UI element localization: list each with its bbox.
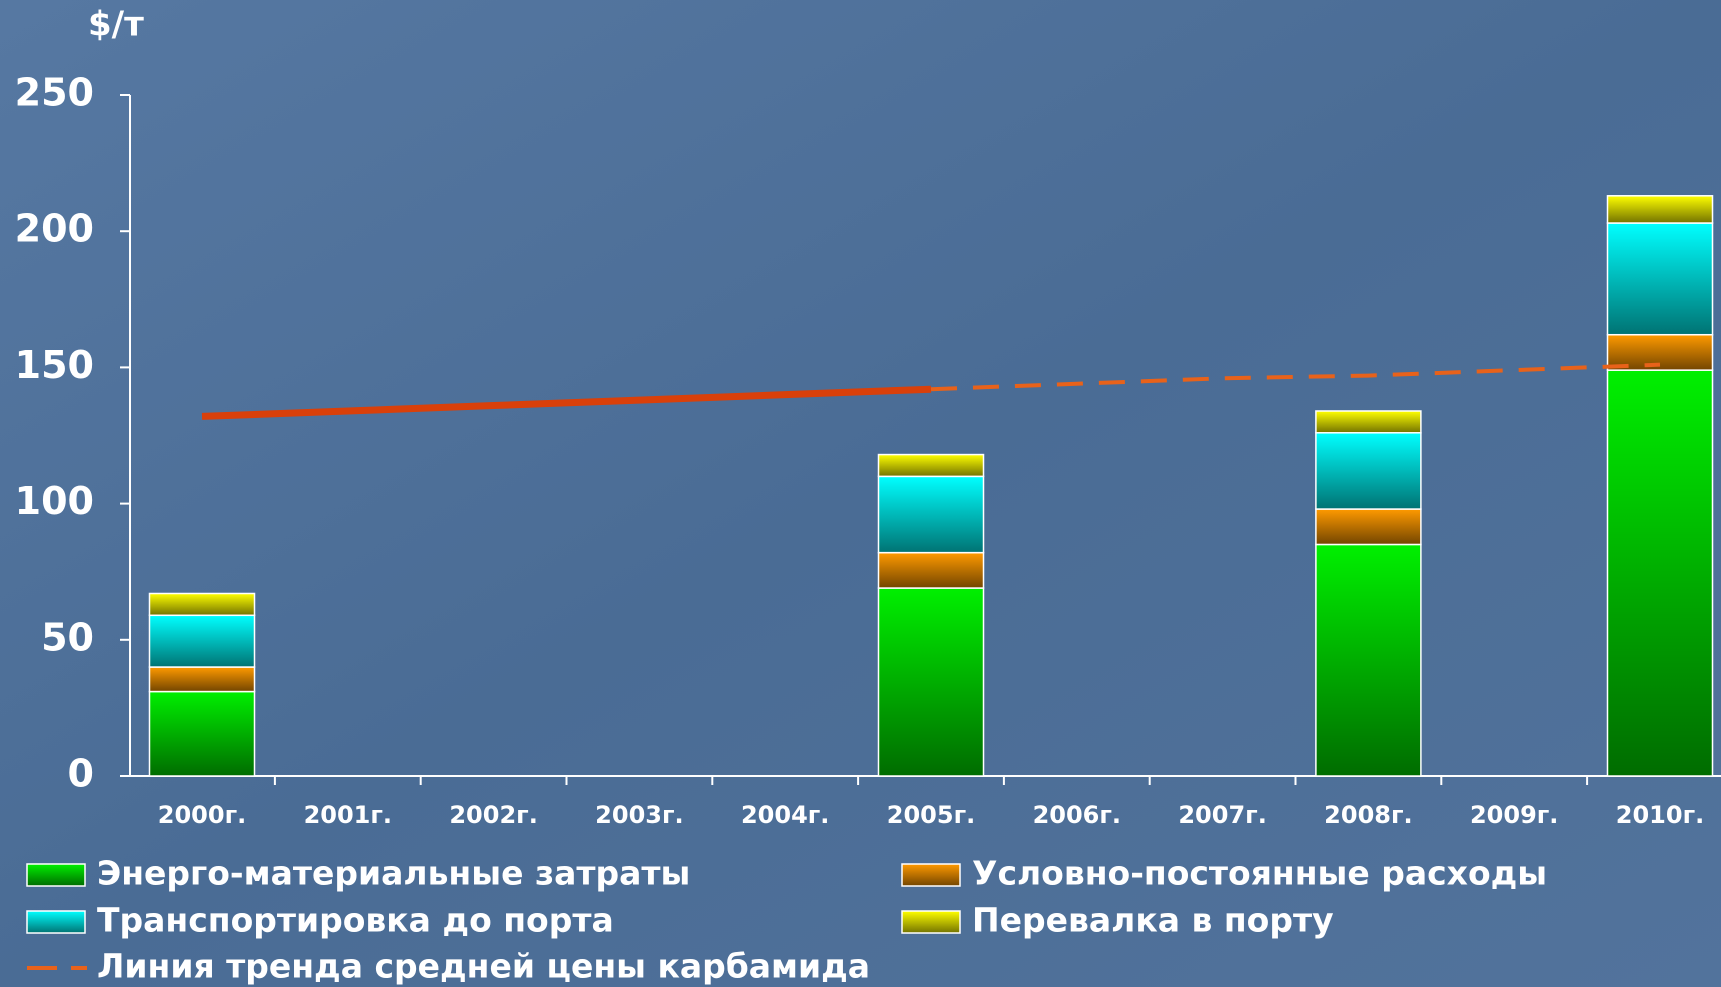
bar-segment <box>1606 369 1714 777</box>
y-tick-label: 250 <box>15 71 94 115</box>
x-tick-label: 2003г. <box>595 801 683 829</box>
trend-line-dashed <box>930 362 1661 392</box>
legend-label: Перевалка в порту <box>972 901 1334 940</box>
y-tick-label: 150 <box>15 343 94 387</box>
bar-segment <box>148 592 256 617</box>
x-tick-label: 2001г. <box>304 801 392 829</box>
x-tick-label: 2010г. <box>1616 801 1704 829</box>
bar-segment <box>877 587 985 777</box>
x-tick-label: 2004г. <box>741 801 829 829</box>
bar-segment <box>148 690 256 777</box>
legend-label: Линия тренда средней цены карбамида <box>97 947 870 986</box>
y-tick-label: 50 <box>41 615 94 659</box>
x-tick-label: 2008г. <box>1324 801 1412 829</box>
y-tick-label: 0 <box>68 752 94 796</box>
bar-segment <box>148 614 256 668</box>
bar-segment <box>1315 432 1422 510</box>
bar-segment <box>1606 195 1714 224</box>
bar-segment <box>1606 222 1714 336</box>
legend-label: Транспортировка до порта <box>97 901 614 940</box>
x-tick-label: 2002г. <box>449 801 537 829</box>
x-tick-label: 2009г. <box>1470 801 1558 829</box>
y-axis-title: $/т <box>88 5 144 45</box>
x-tick-label: 2007г. <box>1178 801 1266 829</box>
legend-swatch <box>26 863 86 887</box>
legend-label: Энерго-материальные затраты <box>97 854 690 893</box>
x-tick-label: 2000г. <box>158 801 246 829</box>
y-tick-label: 100 <box>15 479 94 523</box>
bar-segment <box>1315 543 1422 777</box>
bar-segment <box>1315 508 1422 546</box>
legend-label: Условно-постоянные расходы <box>972 854 1547 893</box>
legend-swatch <box>901 863 961 887</box>
x-tick-label: 2005г. <box>887 801 975 829</box>
bar-segment <box>877 453 985 478</box>
x-tick-label: 2006г. <box>1033 801 1121 829</box>
legend-swatch <box>901 910 961 934</box>
bar-segment <box>148 666 256 693</box>
y-tick-label: 200 <box>15 207 94 251</box>
bar-segment <box>877 551 985 589</box>
legend-swatch <box>26 910 86 934</box>
trend-line <box>201 385 932 420</box>
bar-segment <box>1315 410 1422 434</box>
bar-segment <box>877 475 985 554</box>
